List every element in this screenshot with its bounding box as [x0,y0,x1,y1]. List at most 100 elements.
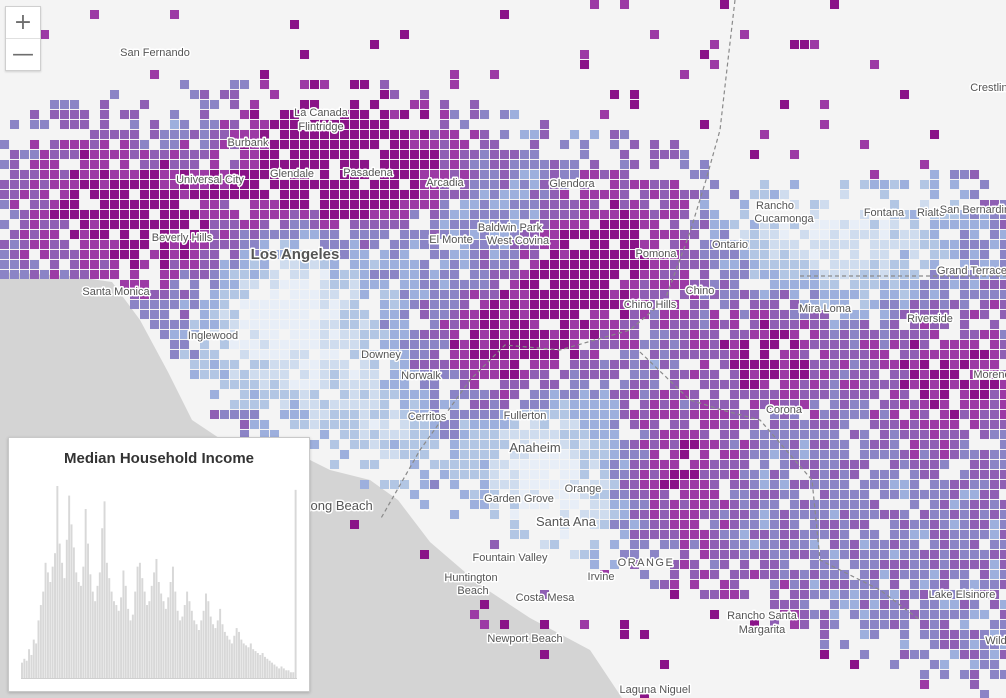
income-cell [520,170,529,179]
zoom-in-button[interactable]: + [13,10,33,35]
income-cell [970,400,979,409]
income-cell [820,270,829,279]
income-cell [990,390,999,399]
income-cell [210,210,219,219]
income-cell [790,490,799,499]
income-cell [650,410,659,419]
income-cell [530,370,539,379]
income-cell [370,280,379,289]
income-cell [850,230,859,239]
income-cell [990,330,999,339]
income-cell [420,470,429,479]
income-cell [430,460,439,469]
income-cell [240,430,249,439]
income-cell [660,480,669,489]
income-cell [770,330,779,339]
income-cell [170,170,179,179]
income-cell [520,380,529,389]
income-cell [180,290,189,299]
income-cell [780,320,789,329]
income-cell [760,130,769,139]
income-cell [830,410,839,419]
income-cell [760,440,769,449]
income-cell [280,280,289,289]
income-cell [320,130,329,139]
income-cell [180,310,189,319]
income-cell [580,380,589,389]
income-cell [460,350,469,359]
income-cell [900,560,909,569]
income-cell [370,330,379,339]
income-cell [960,290,969,299]
income-cell [430,200,439,209]
income-cell [630,500,639,509]
histogram-bar [294,489,297,678]
income-cell [510,220,519,229]
income-cell [320,240,329,249]
income-cell [730,400,739,409]
income-cell [730,480,739,489]
income-cell [740,540,749,549]
income-cell [1000,420,1006,429]
income-cell [800,420,809,429]
income-cell [490,360,499,369]
income-cell [960,320,969,329]
income-cell [690,300,699,309]
income-cell [540,370,549,379]
income-cell [250,370,259,379]
income-cell [340,150,349,159]
income-cell [490,460,499,469]
income-cell [880,560,889,569]
income-cell [570,200,579,209]
income-cell [640,410,649,419]
income-cell [210,310,219,319]
income-cell [330,220,339,229]
income-cell [660,190,669,199]
income-cell [890,580,899,589]
income-cell [860,230,869,239]
income-cell [920,600,929,609]
income-cell [610,270,619,279]
income-cell [930,180,939,189]
income-cell [730,440,739,449]
income-cell [430,230,439,239]
income-cell [900,340,909,349]
income-cell [290,220,299,229]
income-cell [120,160,129,169]
income-cell [840,470,849,479]
income-cell [260,190,269,199]
income-cell [260,230,269,239]
zoom-out-button[interactable]: — [6,38,40,70]
income-cell [810,410,819,419]
income-cell [400,230,409,239]
income-cell [450,270,459,279]
income-cell [890,370,899,379]
income-cell [830,580,839,589]
income-cell [100,120,109,129]
income-cell [690,280,699,289]
income-cell [480,300,489,309]
income-cell [930,320,939,329]
income-cell [510,480,519,489]
income-cell [340,360,349,369]
income-cell [960,240,969,249]
income-cell [630,90,639,99]
income-cell [580,350,589,359]
income-cell [580,180,589,189]
income-cell [460,430,469,439]
income-cell [630,480,639,489]
histogram-panel: Median Household Income [8,437,310,692]
income-cell [890,300,899,309]
income-cell [990,360,999,369]
income-cell [400,210,409,219]
income-cell [520,320,529,329]
income-cell [820,380,829,389]
income-cell [900,360,909,369]
income-cell [560,230,569,239]
income-cell [830,290,839,299]
income-cell [980,410,989,419]
histogram-bar [32,639,35,678]
income-cell [560,210,569,219]
histogram-bar [105,562,108,678]
